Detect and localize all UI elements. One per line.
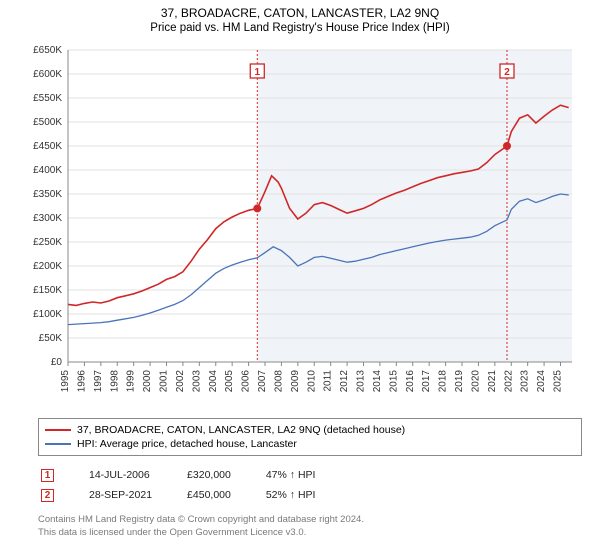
svg-text:1996: 1996 xyxy=(76,370,87,393)
svg-text:2001: 2001 xyxy=(159,370,170,393)
svg-text:2025: 2025 xyxy=(553,370,564,393)
svg-text:2009: 2009 xyxy=(290,370,301,393)
svg-text:£400K: £400K xyxy=(33,165,62,176)
chart-title: 37, BROADACRE, CATON, LANCASTER, LA2 9NQ xyxy=(0,6,600,20)
svg-text:1: 1 xyxy=(255,67,261,78)
svg-text:£350K: £350K xyxy=(33,189,62,200)
sales-table: 1 14-JUL-2006 £320,000 47% ↑ HPI 2 28-SE… xyxy=(38,464,349,506)
sale-price: £450,000 xyxy=(186,486,263,504)
svg-text:2006: 2006 xyxy=(241,370,252,393)
svg-text:£300K: £300K xyxy=(33,213,62,224)
svg-text:1995: 1995 xyxy=(60,370,71,393)
sale-marker-icon: 2 xyxy=(41,489,54,502)
svg-text:2018: 2018 xyxy=(438,370,449,393)
svg-text:£200K: £200K xyxy=(33,261,62,272)
svg-text:2017: 2017 xyxy=(421,370,432,393)
svg-text:£650K: £650K xyxy=(33,45,62,56)
legend: 37, BROADACRE, CATON, LANCASTER, LA2 9NQ… xyxy=(38,418,582,456)
legend-swatch xyxy=(45,429,71,431)
svg-text:2004: 2004 xyxy=(208,370,219,393)
svg-text:£150K: £150K xyxy=(33,285,62,296)
legend-label: 37, BROADACRE, CATON, LANCASTER, LA2 9NQ… xyxy=(77,424,405,436)
svg-text:2020: 2020 xyxy=(470,370,481,393)
svg-text:2008: 2008 xyxy=(273,370,284,393)
chart-titles: 37, BROADACRE, CATON, LANCASTER, LA2 9NQ… xyxy=(0,0,600,34)
svg-text:2000: 2000 xyxy=(142,370,153,393)
table-row: 1 14-JUL-2006 £320,000 47% ↑ HPI xyxy=(40,466,347,484)
table-row: 2 28-SEP-2021 £450,000 52% ↑ HPI xyxy=(40,486,347,504)
svg-text:2010: 2010 xyxy=(306,370,317,393)
svg-text:2012: 2012 xyxy=(339,370,350,393)
svg-text:2019: 2019 xyxy=(454,370,465,393)
svg-text:2011: 2011 xyxy=(323,370,334,392)
legend-swatch xyxy=(45,443,71,445)
svg-text:2021: 2021 xyxy=(487,370,498,393)
svg-text:£600K: £600K xyxy=(33,69,62,80)
svg-text:£450K: £450K xyxy=(33,141,62,152)
svg-text:£50K: £50K xyxy=(39,333,63,344)
svg-text:2022: 2022 xyxy=(503,370,514,393)
svg-text:£550K: £550K xyxy=(33,93,62,104)
sale-pct: 52% ↑ HPI xyxy=(265,486,348,504)
footer-line: This data is licensed under the Open Gov… xyxy=(38,527,582,540)
svg-text:1999: 1999 xyxy=(126,370,137,393)
svg-text:2003: 2003 xyxy=(191,370,202,393)
footer-attribution: Contains HM Land Registry data © Crown c… xyxy=(38,514,582,540)
footer-line: Contains HM Land Registry data © Crown c… xyxy=(38,514,582,527)
svg-text:2014: 2014 xyxy=(372,370,383,393)
sale-marker-icon: 1 xyxy=(41,469,54,482)
sale-price: £320,000 xyxy=(186,466,263,484)
legend-item: 37, BROADACRE, CATON, LANCASTER, LA2 9NQ… xyxy=(45,423,575,437)
svg-text:£100K: £100K xyxy=(33,309,62,320)
svg-text:£500K: £500K xyxy=(33,117,62,128)
sale-date: 14-JUL-2006 xyxy=(88,466,184,484)
line-chart: £0 £50K £100K £150K £200K £250K £300K £350K £400… xyxy=(20,42,580,412)
svg-text:2: 2 xyxy=(504,67,510,78)
svg-text:£250K: £250K xyxy=(33,237,62,248)
chart-subtitle: Price paid vs. HM Land Registry's House … xyxy=(0,22,600,34)
sale-date: 28-SEP-2021 xyxy=(88,486,184,504)
svg-text:2007: 2007 xyxy=(257,370,268,393)
svg-text:2015: 2015 xyxy=(388,370,399,393)
svg-text:2024: 2024 xyxy=(536,370,547,393)
legend-label: HPI: Average price, detached house, Lanc… xyxy=(77,438,297,450)
legend-item: HPI: Average price, detached house, Lanc… xyxy=(45,437,575,451)
chart-container: £0 £50K £100K £150K £200K £250K £300K £350K £400… xyxy=(20,42,580,412)
svg-text:1998: 1998 xyxy=(109,370,120,393)
svg-text:2023: 2023 xyxy=(520,370,531,393)
svg-text:2002: 2002 xyxy=(175,370,186,393)
svg-text:2005: 2005 xyxy=(224,370,235,393)
svg-text:£0: £0 xyxy=(51,357,63,368)
svg-text:2016: 2016 xyxy=(405,370,416,393)
sale-pct: 47% ↑ HPI xyxy=(265,466,348,484)
svg-text:2013: 2013 xyxy=(356,370,367,393)
svg-text:1997: 1997 xyxy=(93,370,104,393)
